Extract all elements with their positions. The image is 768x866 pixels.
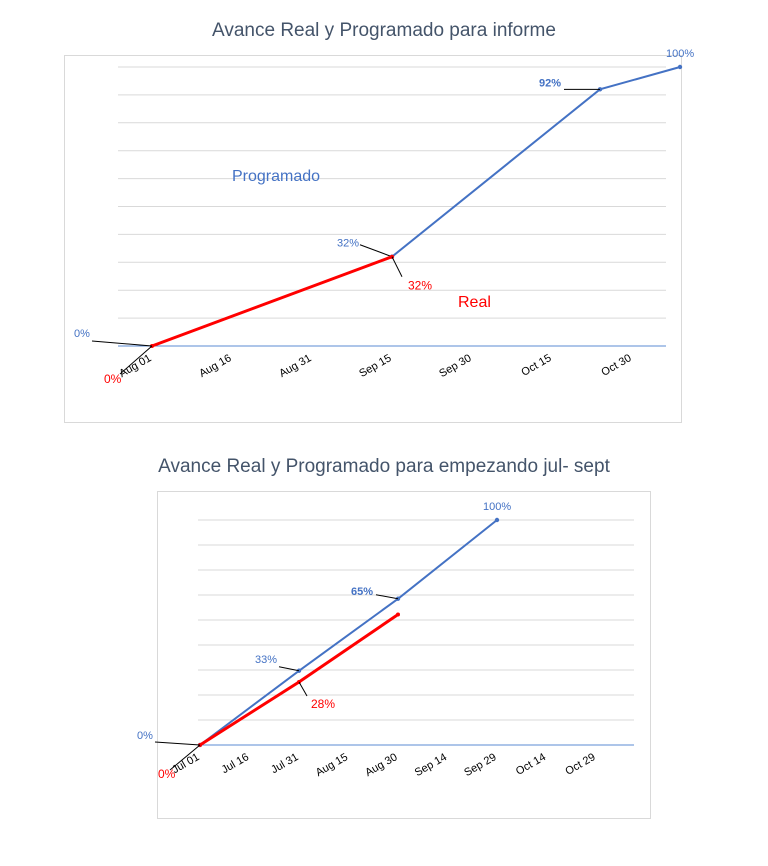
label-leader-line [391,256,403,277]
label-leader-line [359,244,393,258]
label-leader-line [119,345,153,375]
data-label-programado: 92% [539,77,561,89]
data-point-programado [494,517,500,523]
chart1-title: Avance Real y Programado para informe [212,20,556,41]
label-leader-line [91,340,153,347]
x-tick-label: Oct 29 [563,751,597,778]
chart2-title: Avance Real y Programado para empezando … [158,456,610,477]
start-data-label: 0% [74,328,90,340]
data-label-programado: 33% [255,654,277,666]
chart1-frame [64,55,682,423]
series-line-programado [199,519,498,746]
x-tick-label: Oct 14 [514,751,548,778]
data-label-real: 0% [104,372,122,386]
data-label-real: 32% [408,279,432,293]
series-line-real [199,613,399,747]
data-label-programado: 65% [351,586,373,598]
data-label-programado: 100% [666,48,694,60]
data-label-programado: 100% [483,501,511,513]
x-tick-label: Sep 29 [462,751,498,779]
label-leader-line [298,681,308,697]
x-tick-label: Aug 15 [314,751,350,779]
x-tick-label: Sep 14 [413,751,449,779]
x-tick-label: Aug 30 [363,751,399,779]
label-leader-line [169,744,201,771]
data-point-programado [677,64,683,70]
label-leader-line [375,594,399,600]
label-leader-line [278,666,300,672]
data-label-real: 0% [158,767,176,781]
series-line-real [151,255,393,348]
series-name-programado: Programado [232,168,320,185]
chart2-frame [157,491,651,819]
x-tick-label: Jul 31 [269,751,300,776]
data-point-real [396,612,400,617]
x-tick-label: Jul 16 [220,751,251,776]
data-label-real: 28% [311,697,335,711]
series-name-real: Real [458,294,491,311]
data-label-programado: 0% [137,730,153,742]
label-leader-line [154,741,201,746]
data-label-programado: 32% [337,238,359,250]
